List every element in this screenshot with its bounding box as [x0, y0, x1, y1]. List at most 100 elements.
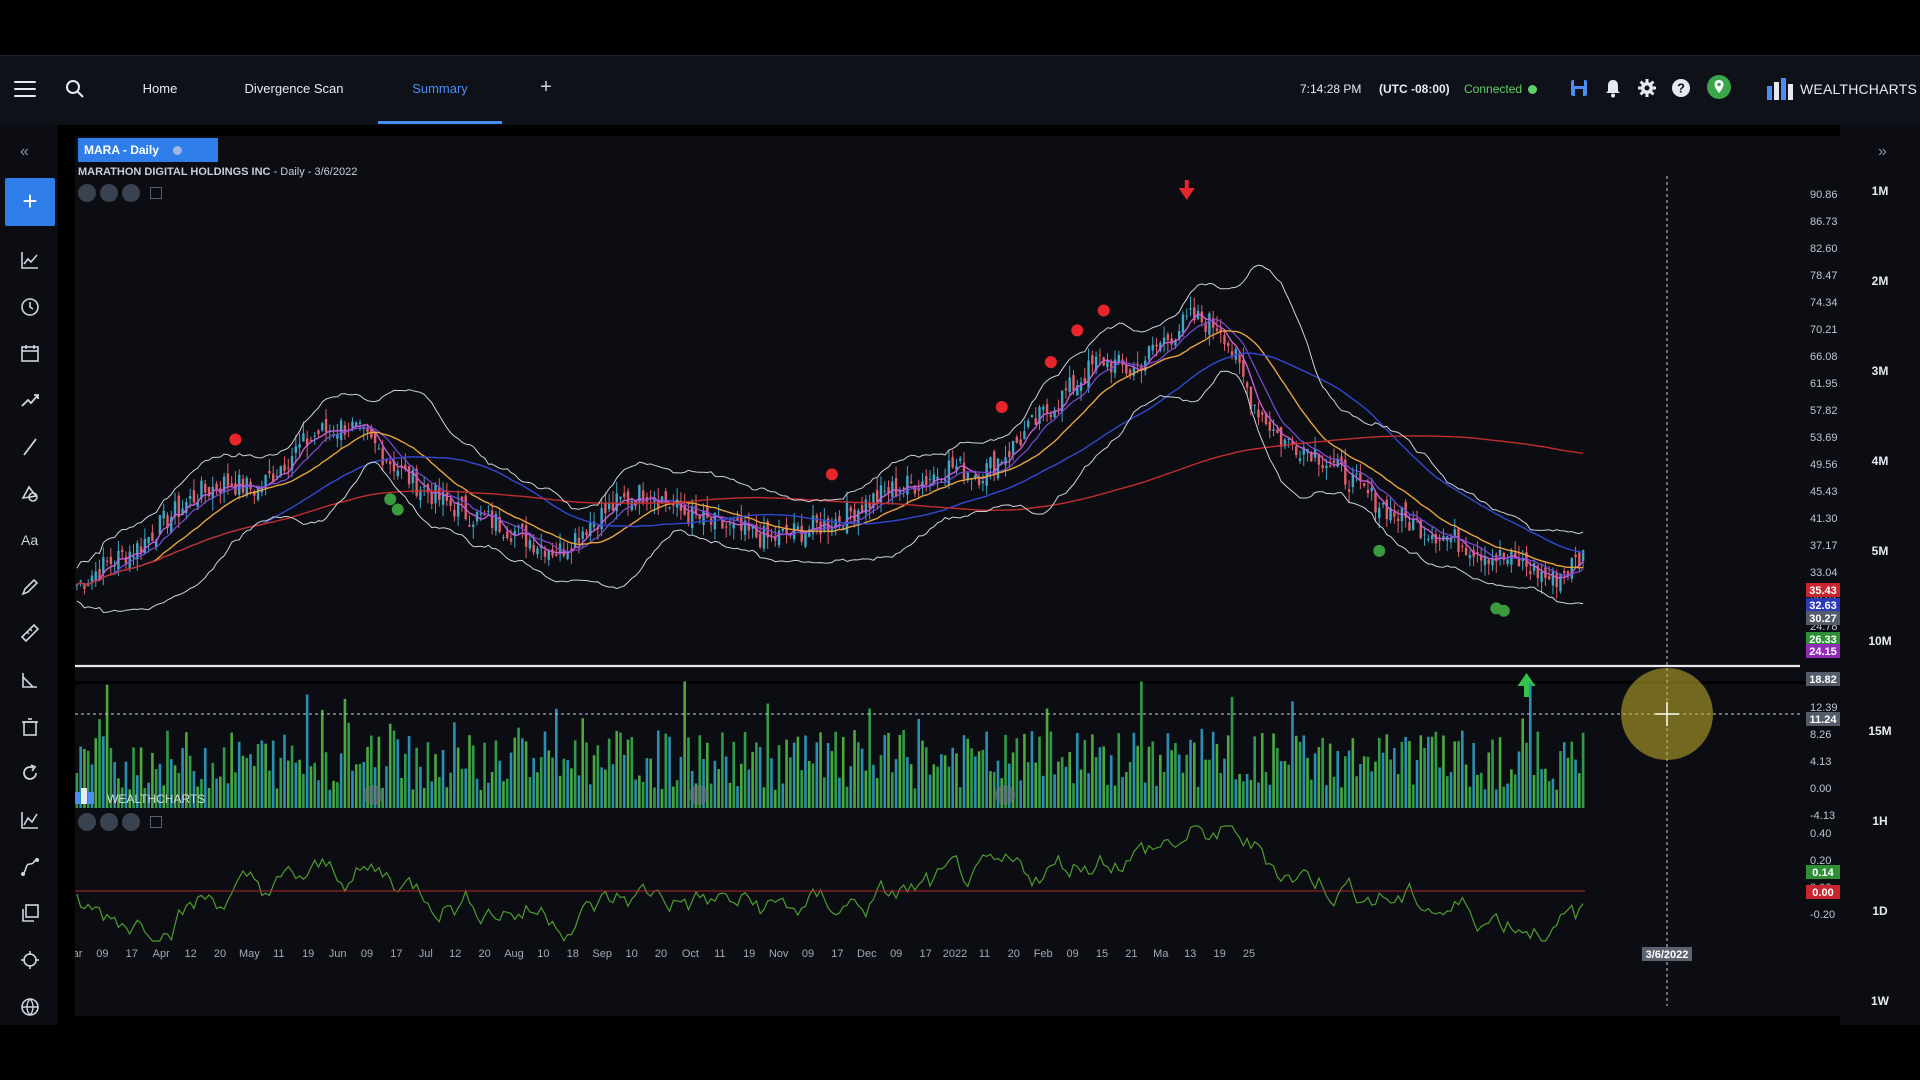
bell-icon[interactable]	[1602, 77, 1624, 99]
shapes-icon[interactable]	[19, 482, 41, 504]
candle-body	[740, 516, 743, 531]
volume-bar	[1287, 764, 1290, 808]
bollinger-upper-line	[76, 264, 1584, 569]
timeframe-1m[interactable]: 1M	[1871, 184, 1889, 198]
candle-body	[570, 548, 573, 553]
copy-icon[interactable]	[19, 902, 41, 924]
volume-bar	[1461, 730, 1464, 808]
price-chart[interactable]: 90.86 86.73 82.60 78.47 74.34 70.21 66.08 61.95…	[75, 136, 1840, 1016]
candle-body	[321, 423, 324, 431]
tab-divergence-scan[interactable]: Divergence Scan	[244, 81, 344, 96]
indicator-chart-icon[interactable]	[19, 809, 41, 831]
pane-maximize-button[interactable]	[150, 187, 162, 199]
volume-bar	[1189, 739, 1192, 808]
candle-body	[985, 463, 988, 486]
line-draw-icon[interactable]	[19, 436, 41, 458]
date-tick-label: 18	[567, 948, 579, 960]
volume-bar	[996, 760, 1000, 808]
trash-icon[interactable]	[19, 716, 41, 738]
timeframe-3m[interactable]: 3M	[1871, 364, 1889, 378]
globe-icon[interactable]	[19, 996, 41, 1018]
save-icon[interactable]	[1568, 77, 1590, 99]
pane-settings-button[interactable]	[78, 184, 96, 202]
collapse-right-icon[interactable]: »	[1878, 143, 1887, 160]
candle-body	[449, 499, 452, 506]
search-icon[interactable]	[64, 78, 86, 100]
oscillator-layer	[75, 825, 1585, 942]
volume-bar	[354, 764, 358, 808]
volume-bar	[298, 759, 301, 808]
candle-body	[577, 538, 581, 543]
candle-body	[381, 447, 384, 466]
clock-icon[interactable]	[19, 296, 41, 318]
candle-body	[1004, 457, 1007, 465]
timeframe-10m[interactable]: 10M	[1868, 634, 1892, 648]
line-chart-tool-icon[interactable]	[19, 249, 41, 271]
candle-body	[845, 502, 849, 534]
volume-bar	[1491, 739, 1494, 808]
timeframe-1h[interactable]: 1H	[1872, 814, 1888, 828]
osc-collapse-button[interactable]	[100, 813, 118, 831]
help-icon[interactable]: ?	[1670, 77, 1692, 99]
osc-settings-button[interactable]	[78, 813, 96, 831]
price-value-tag	[1806, 632, 1840, 646]
candle-body	[868, 503, 871, 508]
tab-summary[interactable]: Summary	[378, 56, 502, 124]
tab-home[interactable]: Home	[142, 81, 178, 96]
date-tick-label: 20	[478, 948, 490, 960]
timeframe-5m[interactable]: 5M	[1871, 544, 1889, 558]
timeframe-15m[interactable]: 15M	[1868, 724, 1892, 738]
volume-bar	[1177, 754, 1181, 808]
hamburger-menu-icon[interactable]	[14, 78, 36, 100]
candle-body	[313, 435, 316, 437]
crosshair-icon[interactable]	[19, 949, 41, 971]
timeframe-2m[interactable]: 2M	[1871, 274, 1889, 288]
volume-bar	[792, 742, 796, 808]
add-indicator-button[interactable]: +	[5, 178, 55, 226]
candle-body	[641, 490, 645, 503]
candle-body	[1408, 522, 1411, 531]
volume-bar	[1257, 782, 1260, 808]
pane-collapse-button[interactable]	[100, 184, 118, 202]
candle-body	[294, 446, 298, 453]
candle-body	[838, 515, 841, 523]
ruler-icon[interactable]	[19, 622, 41, 644]
oscillator-line	[76, 825, 1584, 942]
chart-panel[interactable]: 90.86 86.73 82.60 78.47 74.34 70.21 66.08 61.95…	[75, 136, 1840, 1016]
text-tool-icon[interactable]: Aa	[19, 529, 41, 551]
volume-bar	[1034, 762, 1038, 808]
add-tab-button[interactable]: +	[540, 76, 552, 98]
candle-body	[456, 501, 460, 517]
timeframe-1w[interactable]: 1W	[1871, 994, 1889, 1008]
volume-bar	[147, 782, 150, 808]
calendar-icon[interactable]	[19, 342, 41, 364]
osc-expand-button[interactable]	[122, 813, 140, 831]
collapse-left-icon[interactable]: «	[20, 143, 29, 160]
path-draw-icon[interactable]	[19, 856, 41, 878]
refresh-icon[interactable]	[19, 762, 41, 784]
volume-bar	[343, 698, 347, 808]
brush-icon[interactable]	[19, 576, 41, 598]
volume-bar	[970, 748, 973, 808]
osc-maximize-button[interactable]	[150, 816, 162, 828]
candle-body	[917, 487, 920, 491]
volume-bar	[1366, 756, 1370, 808]
volume-bar	[1057, 761, 1060, 808]
angle-measure-icon[interactable]	[19, 669, 41, 691]
candle-body	[1328, 465, 1332, 467]
gear-icon[interactable]	[1636, 77, 1658, 99]
pane-expand-button[interactable]	[122, 184, 140, 202]
volume-bar	[1498, 737, 1502, 808]
timeframe-4m[interactable]: 4M	[1871, 454, 1889, 468]
candle-body	[830, 529, 834, 533]
ma-50-line	[76, 352, 1584, 586]
volume-bar	[441, 749, 445, 808]
trend-icon[interactable]	[19, 389, 41, 411]
date-tick-label: 11	[273, 948, 284, 960]
chart-tab-mara-daily[interactable]: MARA - Daily	[78, 138, 218, 162]
candle-body	[981, 481, 985, 484]
location-icon[interactable]	[1706, 74, 1732, 100]
timeframe-1d[interactable]: 1D	[1872, 904, 1888, 918]
volume-bar	[1374, 761, 1377, 808]
chart-tab-close-icon[interactable]	[172, 146, 182, 155]
